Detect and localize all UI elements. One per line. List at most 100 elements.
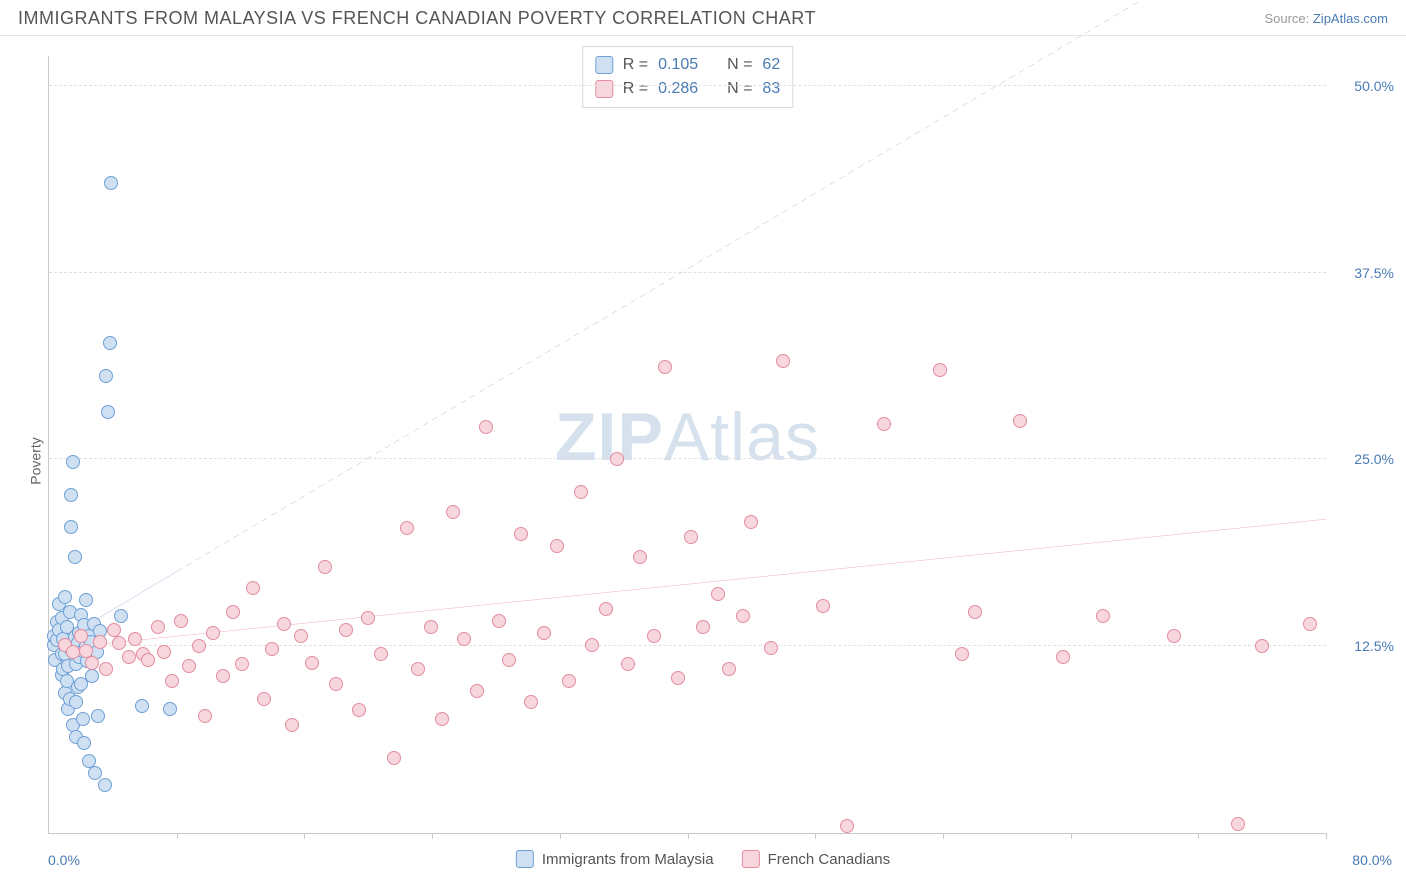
scatter-point-malaysia: [101, 405, 115, 419]
scatter-point-french: [955, 647, 969, 661]
r-label: R =: [623, 53, 648, 77]
y-tick-label: 37.5%: [1354, 265, 1394, 281]
scatter-point-french: [285, 718, 299, 732]
scatter-point-french: [85, 656, 99, 670]
scatter-point-french: [610, 452, 624, 466]
scatter-point-french: [112, 636, 126, 650]
n-label: N =: [727, 53, 752, 77]
legend-item-malaysia: Immigrants from Malaysia: [516, 850, 714, 868]
scatter-point-french: [305, 656, 319, 670]
gridline: [49, 272, 1326, 273]
scatter-point-french: [435, 712, 449, 726]
scatter-point-french: [329, 677, 343, 691]
x-tick: [560, 833, 561, 839]
scatter-point-french: [374, 647, 388, 661]
scatter-point-french: [514, 527, 528, 541]
scatter-point-french: [226, 605, 240, 619]
scatter-point-malaysia: [64, 488, 78, 502]
scatter-point-french: [294, 629, 308, 643]
scatter-point-french: [141, 653, 155, 667]
scatter-point-french: [400, 521, 414, 535]
scatter-point-french: [840, 819, 854, 833]
gridline: [49, 645, 1326, 646]
scatter-point-french: [1231, 817, 1245, 831]
scatter-point-french: [574, 485, 588, 499]
scatter-point-french: [562, 674, 576, 688]
scatter-point-french: [216, 669, 230, 683]
scatter-point-french: [696, 620, 710, 634]
y-tick-label: 50.0%: [1354, 78, 1394, 94]
scatter-point-malaysia: [69, 695, 83, 709]
scatter-point-french: [206, 626, 220, 640]
scatter-point-french: [66, 645, 80, 659]
x-tick: [432, 833, 433, 839]
scatter-point-french: [1167, 629, 1181, 643]
x-tick: [1198, 833, 1199, 839]
scatter-point-french: [198, 709, 212, 723]
stats-row-malaysia: R = 0.105 N = 62: [595, 53, 780, 77]
scatter-point-french: [1056, 650, 1070, 664]
scatter-point-french: [93, 635, 107, 649]
scatter-point-french: [411, 662, 425, 676]
scatter-point-french: [933, 363, 947, 377]
x-tick: [1071, 833, 1072, 839]
gridline: [49, 458, 1326, 459]
scatter-point-french: [361, 611, 375, 625]
swatch-malaysia: [595, 56, 613, 74]
scatter-point-french: [339, 623, 353, 637]
scatter-point-french: [128, 632, 142, 646]
scatter-point-french: [492, 614, 506, 628]
scatter-point-malaysia: [85, 669, 99, 683]
r-value-malaysia: 0.105: [658, 53, 698, 77]
scatter-point-french: [457, 632, 471, 646]
legend-label-malaysia: Immigrants from Malaysia: [542, 851, 714, 868]
n-value-french: 83: [762, 77, 780, 101]
swatch-french: [595, 80, 613, 98]
scatter-point-malaysia: [163, 702, 177, 716]
chart-title: IMMIGRANTS FROM MALAYSIA VS FRENCH CANAD…: [18, 8, 816, 29]
scatter-point-french: [1303, 617, 1317, 631]
legend-label-french: French Canadians: [768, 851, 891, 868]
stats-legend-box: R = 0.105 N = 62 R = 0.286 N = 83: [582, 46, 793, 108]
scatter-point-french: [265, 642, 279, 656]
scatter-point-malaysia: [76, 712, 90, 726]
scatter-point-french: [776, 354, 790, 368]
scatter-point-french: [744, 515, 758, 529]
y-tick-label: 25.0%: [1354, 451, 1394, 467]
scatter-point-french: [470, 684, 484, 698]
source-prefix: Source:: [1264, 11, 1312, 26]
x-axis-max-label: 80.0%: [1352, 852, 1392, 868]
scatter-point-french: [1096, 609, 1110, 623]
scatter-point-french: [764, 641, 778, 655]
chart-source: Source: ZipAtlas.com: [1264, 11, 1388, 26]
scatter-point-french: [235, 657, 249, 671]
trendlines-svg: [49, 56, 1326, 833]
x-tick: [943, 833, 944, 839]
scatter-point-french: [647, 629, 661, 643]
scatter-point-french: [736, 609, 750, 623]
scatter-point-french: [174, 614, 188, 628]
bottom-legend: Immigrants from Malaysia French Canadian…: [516, 850, 890, 868]
x-tick: [815, 833, 816, 839]
source-link[interactable]: ZipAtlas.com: [1313, 11, 1388, 26]
scatter-point-malaysia: [114, 609, 128, 623]
legend-swatch-malaysia: [516, 850, 534, 868]
scatter-point-french: [671, 671, 685, 685]
legend-item-french: French Canadians: [742, 850, 891, 868]
scatter-point-french: [151, 620, 165, 634]
scatter-point-malaysia: [98, 778, 112, 792]
scatter-point-malaysia: [99, 369, 113, 383]
scatter-point-malaysia: [58, 590, 72, 604]
scatter-point-french: [1255, 639, 1269, 653]
scatter-point-french: [122, 650, 136, 664]
scatter-point-french: [352, 703, 366, 717]
x-axis-origin-label: 0.0%: [48, 852, 80, 868]
n-label: N =: [727, 77, 752, 101]
scatter-point-french: [182, 659, 196, 673]
scatter-point-french: [74, 629, 88, 643]
x-tick: [304, 833, 305, 839]
r-label: R =: [623, 77, 648, 101]
scatter-point-malaysia: [79, 593, 93, 607]
scatter-point-french: [633, 550, 647, 564]
scatter-point-french: [711, 587, 725, 601]
